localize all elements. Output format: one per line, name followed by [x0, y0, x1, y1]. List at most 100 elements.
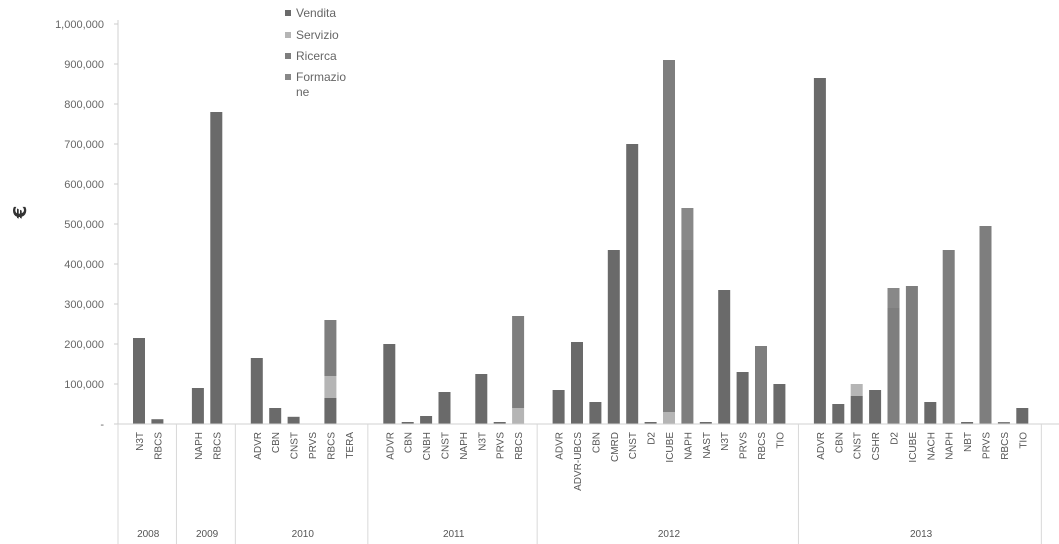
bar-vendita-2012-prvs	[736, 372, 749, 424]
x-tick-label: NAPH	[194, 432, 205, 460]
bar-vendita-2010-rbcs	[324, 398, 337, 424]
y-tick-label: 1,000,000	[55, 19, 104, 31]
legend-swatch	[285, 32, 291, 38]
legend: Vendita Servizio Ricerca Formazio ne	[285, 6, 346, 99]
x-tick-label: CBN	[591, 432, 602, 453]
x-tick-label: D2	[890, 432, 901, 445]
x-tick-label: CNBH	[422, 432, 433, 460]
bar-vendita-2013-advr	[813, 78, 826, 424]
bar-vendita-2013-nbt	[961, 422, 974, 424]
bar-vendita-2012-tio	[773, 384, 786, 424]
year-label: 2010	[292, 529, 315, 540]
x-tick-label: ADVR-UBCS	[573, 432, 584, 491]
bar-servizio-2012-icube	[663, 412, 675, 424]
bar-vendita-2013-nach	[924, 402, 937, 424]
bar-vendita-2011-cbn	[401, 422, 414, 424]
legend-swatch	[285, 53, 291, 59]
year-label: 2008	[137, 529, 160, 540]
x-tick-label: RBCS	[153, 432, 164, 460]
legend-label: Vendita	[296, 6, 336, 20]
x-tick-label: NBT	[963, 432, 974, 452]
bar-vendita-2009-rbcs	[210, 112, 223, 424]
bar-vendita-2012-advr	[552, 390, 565, 424]
bar-ricerca-2012-naph	[681, 250, 694, 424]
bar-ricerca-2013-prvs	[979, 226, 992, 424]
y-tick-label: 200,000	[64, 339, 104, 351]
x-tick-label: TIO	[775, 432, 786, 449]
bar-vendita-2011-n3t	[475, 374, 488, 424]
x-tick-label: PRVS	[982, 432, 993, 459]
x-tick-label: N3T	[135, 432, 146, 451]
y-tick-label: 100,000	[64, 379, 104, 391]
x-tick-label: NAPH	[683, 432, 694, 460]
x-tick-label: CNST	[290, 432, 301, 459]
y-tick-label: 300,000	[64, 299, 104, 311]
bar-vendita-2012-advr-ubcs	[571, 342, 583, 424]
x-tick-label: NACH	[926, 432, 937, 460]
bar-vendita-2010-advr	[250, 358, 263, 424]
x-tick-label: CBN	[834, 432, 845, 453]
x-tick-label: RBCS	[1000, 432, 1011, 460]
bars	[133, 60, 1029, 424]
x-tick-label: TIO	[1018, 432, 1029, 449]
year-label: 2012	[658, 529, 681, 540]
y-tick-label: 400,000	[64, 259, 104, 271]
x-tick-label: NAPH	[945, 432, 956, 460]
x-tick-label: CBN	[271, 432, 282, 453]
x-tick-label: PRVS	[739, 432, 750, 459]
x-tick-label: TERA	[345, 432, 356, 459]
x-tick-label: CMRD	[610, 432, 621, 462]
bar-ricerca-2011-rbcs	[512, 316, 525, 408]
x-tick-label: ADVR	[385, 432, 396, 460]
bar-ricerca-2012-icube	[663, 60, 675, 412]
bar-ricerca-2013-d2	[887, 308, 900, 424]
x-tick-label: D2	[647, 432, 658, 445]
bar-formazione-2013-d2	[887, 288, 900, 308]
x-tick-label: ADVR	[816, 432, 827, 460]
bar-ricerca-2013-rbcs	[997, 422, 1010, 424]
bar-vendita-2012-n3t	[718, 290, 731, 424]
bar-vendita-2012-d2	[644, 422, 657, 424]
bar-vendita-2013-cshr	[869, 390, 882, 424]
x-tick-label: CBN	[404, 432, 415, 453]
y-tick-label: 900,000	[64, 59, 104, 71]
bar-vendita-2009-naph	[191, 388, 204, 424]
bar-servizio-2013-cnst	[850, 384, 863, 396]
bar-vendita-2012-nast	[699, 422, 712, 424]
x-tick-label: CNST	[853, 432, 864, 459]
x-tick-label: ADVR	[555, 432, 566, 460]
bar-vendita-2011-advr	[383, 344, 396, 424]
bar-vendita-2011-prvs	[493, 422, 506, 424]
bar-vendita-2013-cbn	[832, 404, 845, 424]
x-tick-label: ICUBE	[665, 432, 676, 463]
x-tick-label: PRVS	[308, 432, 319, 459]
legend-swatch	[285, 10, 291, 16]
x-tick-label: ICUBE	[908, 432, 919, 463]
bar-servizio-2011-rbcs	[512, 408, 525, 424]
year-label: 2011	[443, 529, 465, 540]
bar-vendita-2012-cnst	[626, 144, 639, 424]
x-tick-label: CNST	[441, 432, 452, 459]
bar-vendita-2012-cbn	[589, 402, 602, 424]
x-tick-label: N3T	[477, 432, 488, 451]
legend-label: Formazio ne	[296, 70, 346, 99]
y-tick-label: 500,000	[64, 219, 104, 231]
bar-vendita-2010-cbn	[269, 408, 282, 424]
x-tick-label: CSHR	[871, 432, 882, 460]
x-tick-label: NAST	[702, 432, 713, 459]
bar-ricerca-2012-rbcs	[755, 346, 767, 424]
bar-formazione-2012-naph	[681, 208, 694, 250]
bar-ricerca-2010-rbcs	[324, 320, 337, 376]
legend-label: Ricerca	[296, 49, 337, 63]
x-tick-label: RBCS	[212, 432, 223, 460]
y-tick-label: 700,000	[64, 139, 104, 151]
y-tick-label: -	[100, 419, 104, 431]
legend-swatch	[285, 74, 291, 80]
bar-vendita-2008-n3t	[133, 338, 145, 424]
bar-vendita-2013-tio	[1016, 408, 1029, 424]
x-tick-label: ADVR	[253, 432, 264, 460]
y-axis: - 100,000 200,000 300,000 400,000 500,000 600,…	[55, 19, 119, 431]
y-tick-label: 600,000	[64, 179, 104, 191]
bar-vendita-2011-cnst	[438, 392, 451, 424]
bar-ricerca-2013-naph	[942, 250, 955, 424]
